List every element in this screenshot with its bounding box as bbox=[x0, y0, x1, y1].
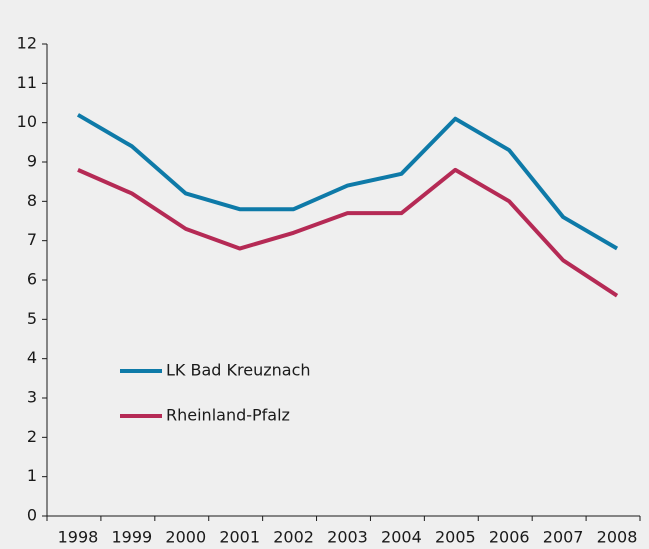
y-tick-label: 2 bbox=[27, 427, 37, 446]
legend-label: LK Bad Kreuznach bbox=[166, 361, 311, 380]
y-tick-label: 9 bbox=[27, 152, 37, 171]
y-tick-label: 10 bbox=[17, 112, 37, 131]
x-tick-label: 2005 bbox=[435, 528, 476, 547]
y-tick-label: 5 bbox=[27, 309, 37, 328]
legend-label: Rheinland-Pfalz bbox=[166, 406, 290, 425]
x-tick-label: 2003 bbox=[327, 528, 368, 547]
x-tick-label: 1998 bbox=[58, 528, 99, 547]
y-tick-label: 0 bbox=[27, 506, 37, 525]
x-tick-label: 2004 bbox=[381, 528, 422, 547]
y-tick-label: 11 bbox=[17, 73, 37, 92]
y-tick-label: 7 bbox=[27, 230, 37, 249]
x-tick-label: 2007 bbox=[543, 528, 584, 547]
line-series bbox=[76, 113, 619, 251]
x-tick-label: 2008 bbox=[597, 528, 638, 547]
y-tick-label: 1 bbox=[27, 466, 37, 485]
x-tick-label: 2001 bbox=[219, 528, 260, 547]
x-tick-label: 2000 bbox=[165, 528, 206, 547]
y-tick-label: 6 bbox=[27, 270, 37, 289]
y-tick-label: 12 bbox=[17, 34, 37, 53]
y-tick-label: 4 bbox=[27, 348, 37, 367]
x-tick-label: 1999 bbox=[112, 528, 153, 547]
y-tick-label: 3 bbox=[27, 388, 37, 407]
y-tick-label: 8 bbox=[27, 191, 37, 210]
line-series bbox=[77, 167, 619, 298]
x-tick-label: 2006 bbox=[489, 528, 530, 547]
x-tick-label: 2002 bbox=[273, 528, 314, 547]
